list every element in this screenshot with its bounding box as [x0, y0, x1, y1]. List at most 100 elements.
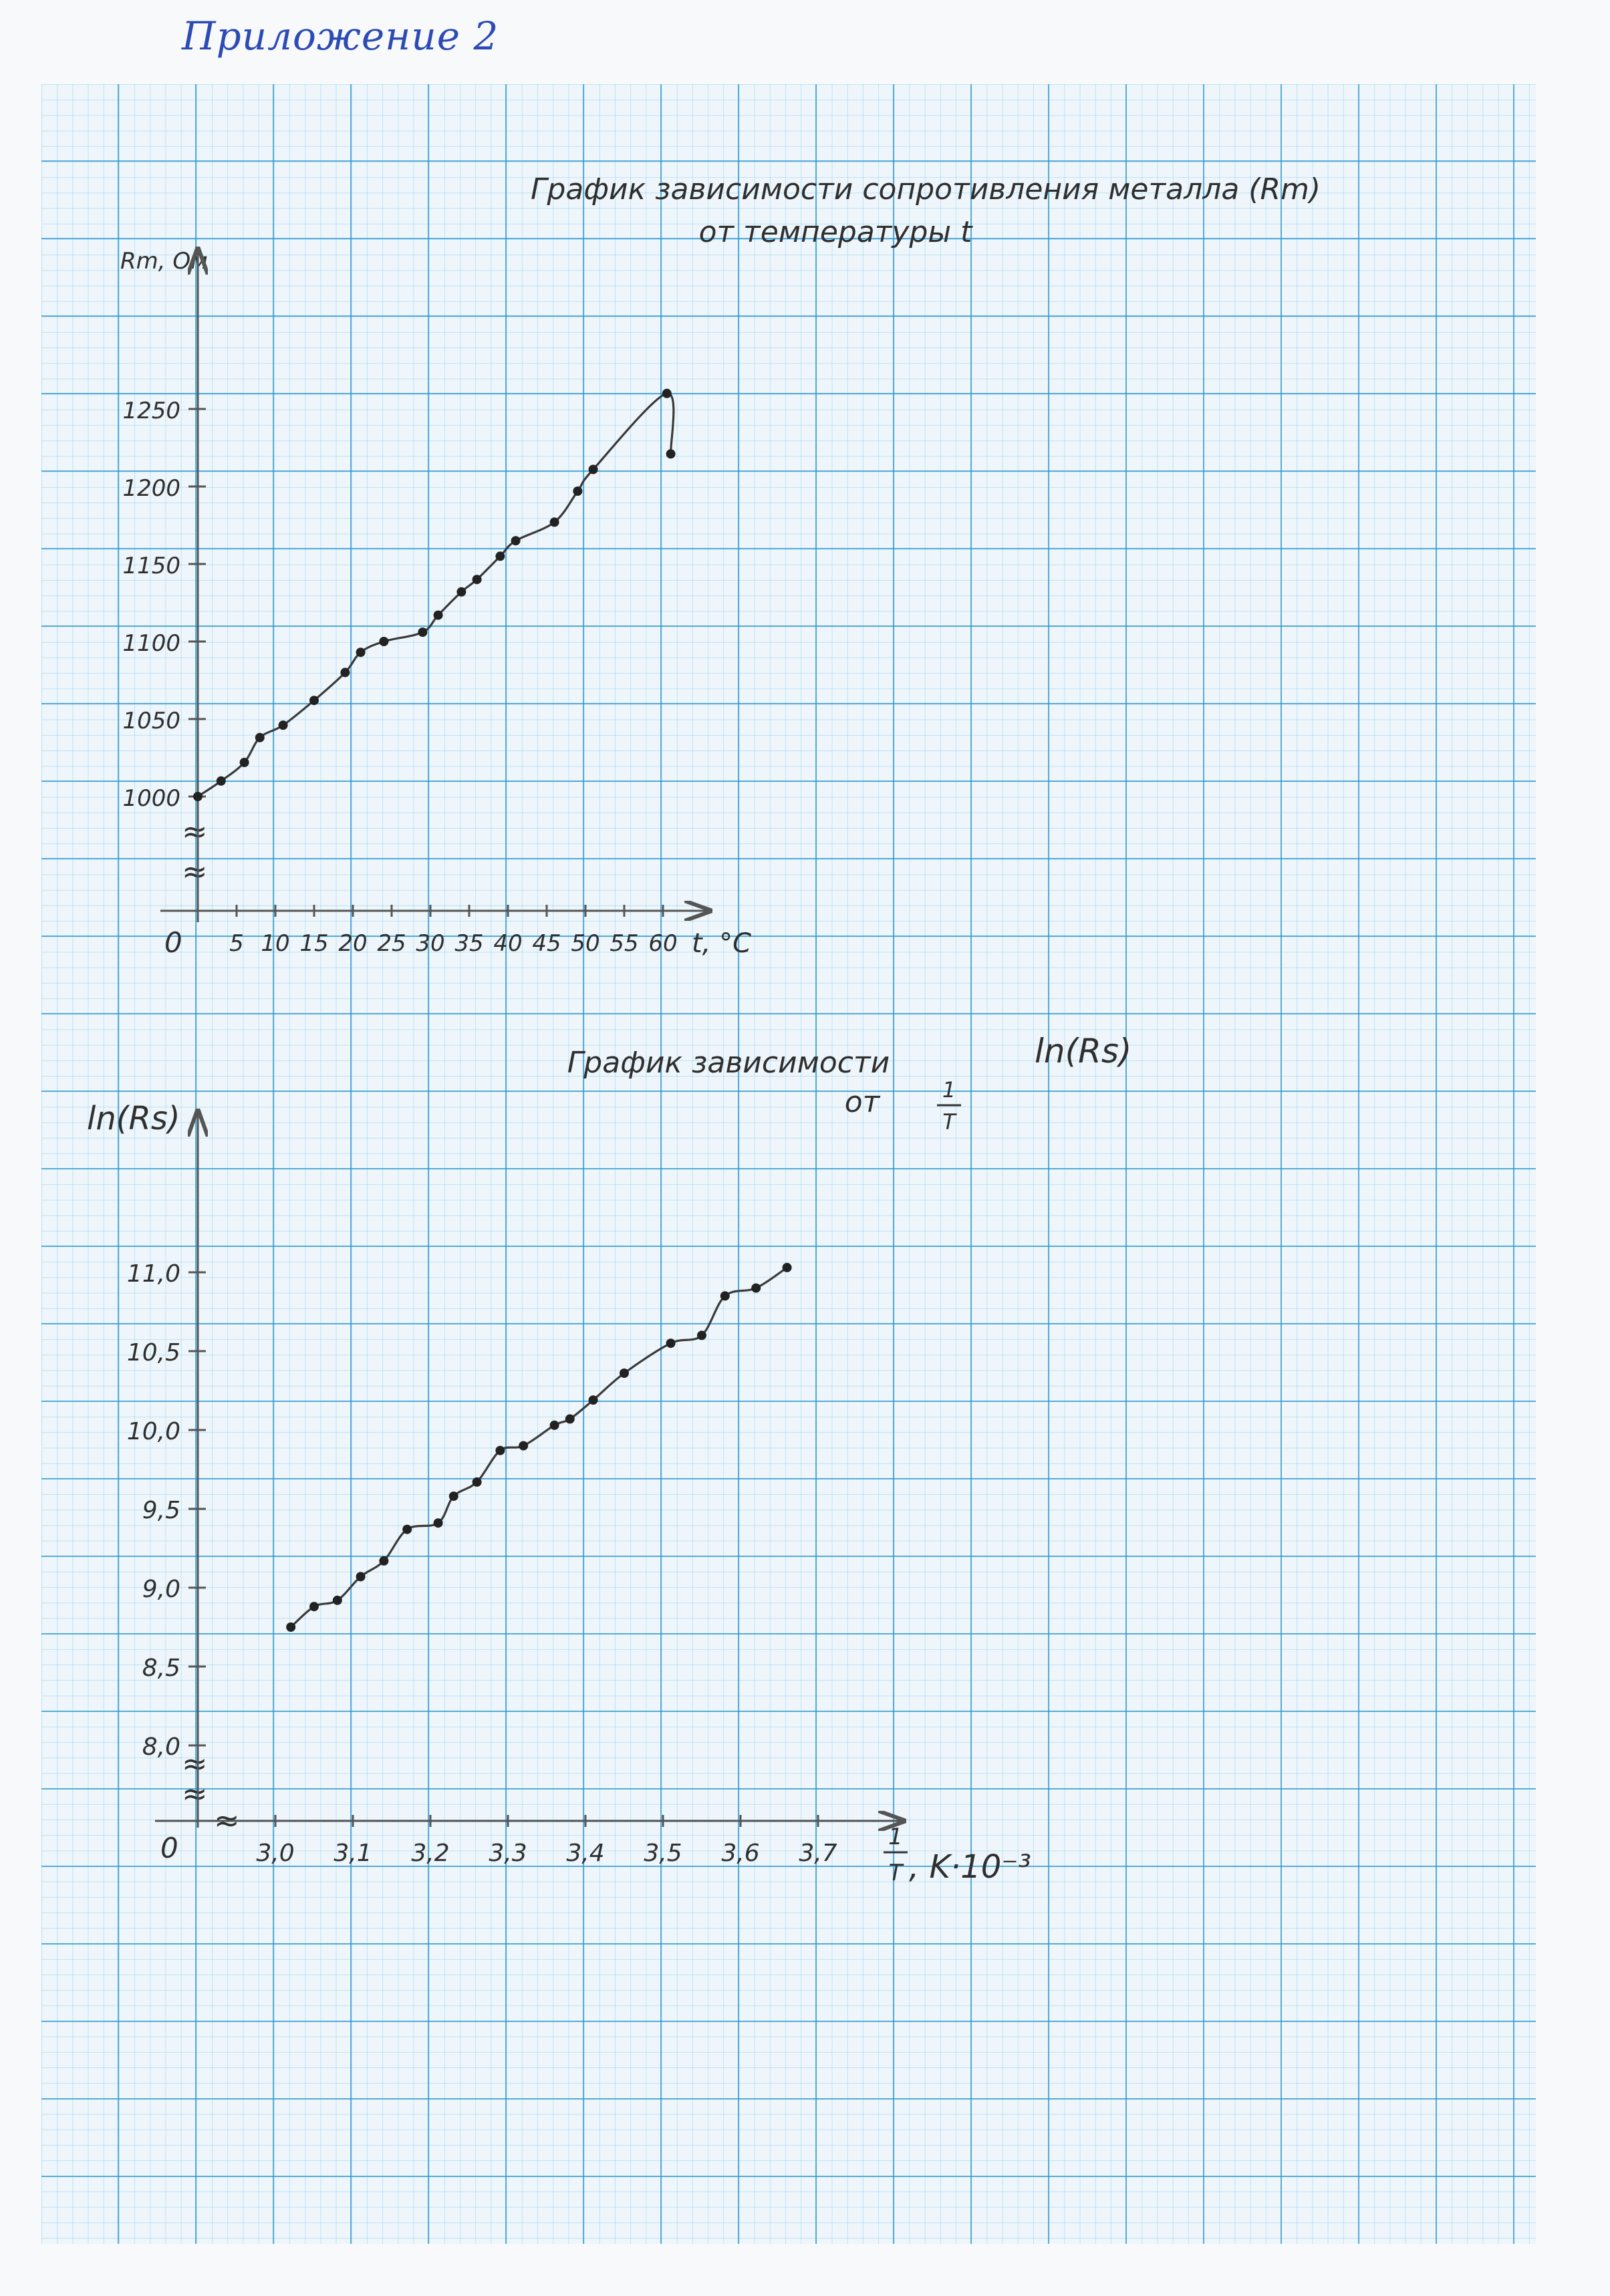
data-point: [751, 1283, 761, 1293]
chart2-axis-break-mark: ≈: [182, 1745, 208, 1781]
chart1-title-line1: График зависимости сопротивления металла…: [531, 172, 1321, 206]
data-point: [418, 627, 428, 637]
x-tick-label: 10: [261, 930, 289, 957]
data-point: [239, 758, 249, 767]
x-tick-label: 25: [377, 930, 406, 957]
ln-resistance-vs-inverse-temperature-chart: График зависимости ln(Rs) от 1 T ln(Rs) …: [87, 1032, 1131, 1886]
data-point: [565, 1414, 575, 1424]
y-tick-label: 10,0: [127, 1418, 180, 1445]
x-tick-label: 3,6: [721, 1840, 759, 1867]
x-tick-label: 3,4: [566, 1840, 604, 1867]
chart2-points: [286, 1262, 792, 1632]
chart1-series-line: [197, 392, 675, 798]
data-point: [697, 1330, 706, 1340]
data-point: [495, 551, 505, 561]
chart2-title-line1: График зависимости: [567, 1046, 890, 1080]
data-point: [782, 1262, 792, 1272]
chart1-y-ticks: 1000 1050 1100 1150 1200 1250: [122, 398, 206, 812]
data-point: [620, 1369, 629, 1378]
chart1-x-axis-label: t, °C: [692, 928, 751, 959]
chart1-origin-label: 0: [164, 926, 182, 959]
y-tick-label: 1250: [122, 398, 180, 424]
data-point: [549, 517, 559, 527]
x-tick-label: 3,2: [411, 1840, 449, 1867]
y-tick-label: 9,5: [142, 1497, 180, 1524]
data-point: [433, 610, 443, 620]
data-point: [588, 464, 598, 474]
data-point: [356, 648, 366, 658]
y-tick-label: 10,5: [127, 1339, 180, 1367]
chart2-y-axis-label: ln(Rs): [87, 1100, 180, 1137]
data-point: [286, 1622, 296, 1632]
chart2-x-ticks: 3,0 3,1 3,2 3,3 3,4 3,5 3,6 3,7: [256, 1815, 837, 1867]
data-point: [356, 1572, 366, 1582]
x-tick-label: 15: [299, 930, 328, 957]
x-tick-label: 3,5: [644, 1840, 682, 1867]
x-tick-label: 55: [610, 930, 638, 957]
chart2-x-label-numerator: 1: [888, 1824, 903, 1850]
x-tick-label: 5: [229, 930, 244, 957]
chart2-x-label-unit: , K·10⁻³: [909, 1848, 1031, 1886]
x-tick-label: 30: [416, 930, 444, 957]
y-tick-label: 8,5: [142, 1655, 180, 1682]
data-point: [549, 1420, 559, 1430]
data-point: [588, 1395, 598, 1405]
data-point: [472, 1477, 482, 1487]
chart2-title-variable: ln(Rs): [1035, 1032, 1131, 1070]
appendix-label: Приложение 2: [182, 13, 499, 59]
y-tick-label: 11,0: [127, 1260, 180, 1288]
y-tick-label: 1200: [122, 475, 180, 502]
data-point: [379, 637, 389, 646]
data-point: [573, 486, 583, 496]
data-point: [340, 668, 350, 678]
x-tick-label: 50: [571, 930, 599, 957]
chart2-title-fraction-denominator: T: [942, 1109, 957, 1135]
chart2-title-fraction-numerator: 1: [942, 1077, 956, 1103]
data-point: [495, 1445, 505, 1455]
data-point: [472, 575, 482, 585]
x-tick-label: 40: [493, 930, 522, 957]
y-tick-label: 8,0: [142, 1733, 180, 1761]
y-tick-label: 1100: [122, 630, 180, 657]
data-point: [193, 792, 203, 801]
data-point: [216, 776, 226, 786]
chart2-series-line: [290, 1266, 788, 1628]
x-tick-label: 45: [532, 930, 561, 957]
x-tick-label: 3,3: [489, 1840, 527, 1867]
data-point: [666, 449, 676, 459]
x-tick-label: 20: [338, 930, 367, 957]
data-point: [309, 696, 319, 706]
x-tick-label: 35: [454, 930, 483, 957]
data-point: [255, 732, 265, 742]
data-point: [456, 587, 466, 597]
data-point: [511, 536, 521, 546]
chart2-axis-break-mark-2: ≈: [182, 1775, 208, 1812]
resistance-vs-temperature-chart: График зависимости сопротивления металла…: [120, 172, 1321, 959]
chart1-title-line2: от температуры t: [699, 215, 973, 249]
chart1-axis-break-mark-2: ≈: [182, 853, 208, 889]
data-point: [332, 1595, 342, 1605]
data-point: [433, 1518, 443, 1528]
data-point: [278, 720, 288, 730]
data-point: [379, 1556, 389, 1566]
y-tick-label: 1050: [122, 708, 180, 734]
y-tick-label: 1150: [122, 553, 180, 579]
chart2-x-label-denominator: T: [889, 1860, 904, 1886]
graph-paper-background: [41, 84, 1536, 2244]
data-point: [519, 1441, 529, 1451]
chart2-origin-label: 0: [160, 1832, 178, 1864]
y-tick-label: 1000: [122, 785, 180, 812]
data-point: [402, 1524, 412, 1534]
chart1-points: [193, 388, 676, 801]
data-point: [448, 1491, 458, 1501]
data-point: [720, 1291, 730, 1301]
x-tick-label: 3,0: [256, 1840, 294, 1867]
chart1-axis-break-mark: ≈: [182, 813, 208, 849]
chart2-y-ticks: 8,0 8,5 9,0 9,5 10,0 10,5 11,0: [127, 1260, 206, 1761]
y-tick-label: 9,0: [142, 1576, 180, 1603]
chart1-x-ticks: 5 10 15 20 25 30 35 40 45 50 55 60: [229, 905, 678, 957]
x-tick-label: 3,1: [333, 1840, 372, 1867]
x-tick-label: 60: [648, 930, 677, 957]
data-point: [662, 388, 672, 398]
